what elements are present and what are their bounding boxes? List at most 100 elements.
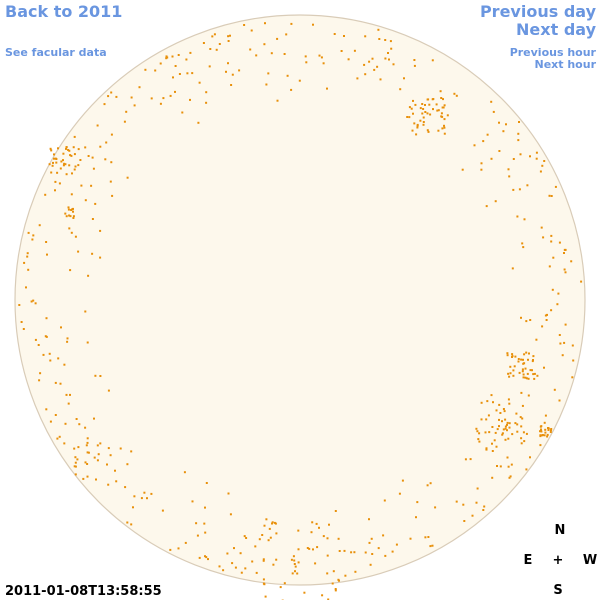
facula <box>440 112 443 115</box>
facula <box>384 39 387 41</box>
facula <box>350 551 353 554</box>
facula <box>177 547 180 550</box>
facula <box>462 503 465 506</box>
facula <box>154 69 157 72</box>
next-hour-link[interactable]: Next hour <box>535 58 597 71</box>
facula <box>548 265 551 268</box>
facula <box>461 168 464 171</box>
facula <box>126 463 129 466</box>
facula <box>291 572 294 575</box>
facula <box>23 261 26 264</box>
facula <box>527 377 530 380</box>
facula <box>99 256 102 259</box>
facula <box>473 144 476 147</box>
facula <box>490 100 493 103</box>
facula <box>126 176 129 179</box>
facula <box>338 579 340 582</box>
facular-link[interactable]: See facular data <box>5 46 107 59</box>
facula <box>303 591 306 594</box>
facula <box>485 418 488 421</box>
facula <box>70 231 73 234</box>
facula <box>95 478 97 481</box>
facula <box>498 150 501 152</box>
facula <box>364 73 367 76</box>
facula <box>69 269 72 272</box>
facula <box>87 451 90 454</box>
facula <box>391 550 394 553</box>
facula <box>498 121 500 124</box>
facula <box>97 453 100 456</box>
facula <box>443 126 446 129</box>
facula <box>504 438 507 441</box>
next-day-link[interactable]: Next day <box>516 20 597 39</box>
facula <box>74 165 77 168</box>
facula <box>540 430 543 433</box>
facula <box>406 116 409 118</box>
facula <box>522 431 525 434</box>
facula <box>283 582 286 585</box>
facula <box>550 428 553 430</box>
facula <box>550 234 553 237</box>
previous-day-link[interactable]: Previous day <box>480 2 597 21</box>
facula <box>520 425 523 428</box>
facula <box>27 231 30 234</box>
facula <box>50 149 53 152</box>
facula <box>276 37 279 40</box>
facula <box>334 588 337 590</box>
compass-center: + <box>553 553 564 568</box>
facula <box>275 532 278 535</box>
facula <box>104 158 107 161</box>
facula <box>510 463 513 466</box>
facula <box>63 363 66 366</box>
facula <box>512 188 515 191</box>
facula <box>518 188 521 191</box>
facula <box>202 42 205 44</box>
facula <box>413 59 416 61</box>
facula <box>105 141 108 144</box>
facula <box>408 116 411 119</box>
facula <box>86 441 89 444</box>
facula <box>518 121 520 123</box>
facula <box>213 33 216 36</box>
facula <box>44 193 47 196</box>
facula <box>544 431 547 434</box>
facula <box>229 34 231 37</box>
facula <box>262 559 265 562</box>
facula <box>363 63 366 66</box>
facula <box>525 377 528 380</box>
facula <box>416 126 419 129</box>
facula <box>296 572 299 575</box>
facula <box>517 139 520 142</box>
facula <box>496 428 499 431</box>
facula <box>520 358 523 361</box>
facula <box>338 550 341 552</box>
facula <box>166 56 169 59</box>
facula <box>486 400 489 403</box>
facula <box>53 157 55 160</box>
facula <box>571 376 574 379</box>
facula <box>426 112 429 115</box>
facula <box>507 465 510 468</box>
facula <box>494 431 497 434</box>
facula <box>543 421 546 424</box>
facula <box>45 408 48 411</box>
facula <box>150 492 153 495</box>
facula <box>409 537 412 540</box>
facula <box>267 72 270 75</box>
facula <box>549 431 552 433</box>
facula <box>526 184 529 187</box>
back-link[interactable]: Back to 2011 <box>5 2 122 21</box>
previous-hour-link[interactable]: Previous hour <box>510 46 597 59</box>
facula <box>491 450 494 452</box>
facula <box>72 210 74 213</box>
facula <box>110 161 113 164</box>
facula <box>545 319 548 321</box>
facula <box>485 447 488 450</box>
facula <box>86 463 89 465</box>
facula <box>512 158 515 160</box>
facula <box>564 323 567 326</box>
facula <box>556 303 559 306</box>
facula <box>57 357 60 360</box>
facula <box>304 55 307 58</box>
facula <box>267 539 270 542</box>
